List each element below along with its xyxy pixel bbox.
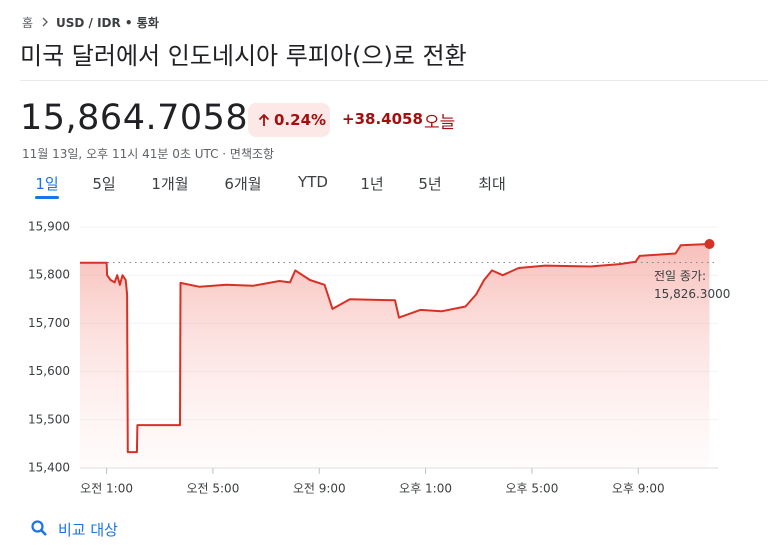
search-icon[interactable] <box>30 519 50 539</box>
range-tab[interactable]: 1년 <box>360 175 384 193</box>
x-tick-label: 오전 5:00 <box>186 482 239 496</box>
range-tab[interactable]: YTD <box>298 173 328 191</box>
range-tab[interactable]: 6개월 <box>224 175 262 193</box>
change-absolute: +38.4058 <box>342 110 423 128</box>
x-tick-label: 오후 1:00 <box>399 482 452 496</box>
page-title: 미국 달러에서 인도네시아 루피아(으)로 전환 <box>20 42 467 70</box>
breadcrumb-home[interactable]: 홈 <box>22 16 34 30</box>
y-tick-label: 15,600 <box>28 364 70 378</box>
y-tick-label: 15,800 <box>28 268 70 282</box>
breadcrumb-current[interactable]: USD / IDR • 통화 <box>56 16 159 30</box>
chart: 15,400 15,500 15,600 15,700 15,800 15,900 오전 1… <box>28 220 730 496</box>
change-period: 오늘 <box>424 113 456 133</box>
timestamp: 11월 13일, 오후 11시 41분 0초 UTC · 면책조항 <box>22 147 275 161</box>
y-tick-label: 15,700 <box>28 316 70 330</box>
up-arrow-icon <box>258 113 270 126</box>
previous-close-label: 전일 종가: <box>654 269 706 283</box>
price-line <box>80 243 710 454</box>
range-tab[interactable]: 5일 <box>92 175 116 193</box>
range-tab[interactable]: 1개월 <box>151 175 189 193</box>
divider <box>20 80 768 81</box>
range-tab[interactable]: 최대 <box>478 175 506 193</box>
range-tab[interactable]: 5년 <box>418 175 442 193</box>
y-tick-label: 15,900 <box>28 220 70 234</box>
range-tab[interactable]: 1일 <box>35 175 59 193</box>
tab-underline <box>35 196 59 199</box>
change-percent: 0.24% <box>274 111 327 129</box>
change-badge <box>248 103 330 137</box>
x-tick-label: 오전 9:00 <box>293 482 346 496</box>
x-tick-label: 오후 5:00 <box>505 482 558 496</box>
y-tick-label: 15,400 <box>28 461 70 475</box>
breadcrumb-chevron <box>42 17 48 27</box>
previous-close-value: 15,826.3000 <box>654 287 730 301</box>
last-point <box>704 239 715 250</box>
x-tick-label: 오후 9:00 <box>612 482 665 496</box>
y-tick-label: 15,500 <box>28 412 70 426</box>
compare-button[interactable]: 비교 대상 <box>58 521 118 539</box>
price: 15,864.7058 <box>20 98 249 138</box>
x-tick-label: 오전 1:00 <box>80 482 133 496</box>
area-fill <box>80 244 710 468</box>
